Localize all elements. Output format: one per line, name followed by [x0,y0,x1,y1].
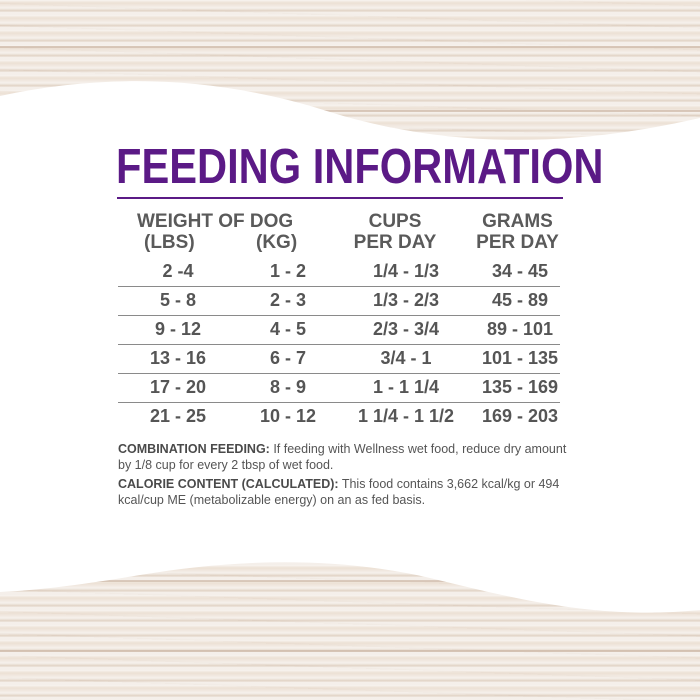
cell-cups: 3/4 - 1 [380,348,432,368]
header-cups: CUPS PER DAY [340,211,450,253]
cell-grams: 101 - 135 [481,348,559,368]
page-title: FEEDING INFORMATION [116,140,604,194]
cell-cups: 1 1/4 - 1 1/2 [357,406,455,426]
header-weight: WEIGHT OF DOG [137,211,294,232]
header-grams: GRAMS PER DAY [465,211,570,253]
table-row: 21 - 25 10 - 12 1 1/4 - 1 1/2 169 - 203 [118,402,560,431]
cell-lbs: 13 - 16 [149,348,207,368]
cell-lbs: 5 - 8 [159,290,197,310]
cell-kg: 6 - 7 [269,348,307,368]
header-cups-line1: CUPS [368,211,422,232]
cell-grams: 45 - 89 [491,290,549,310]
header-grams-line1: GRAMS [482,211,553,232]
table-row: 9 - 12 4 - 5 2/3 - 3/4 89 - 101 [118,315,560,345]
cell-grams: 135 - 169 [481,377,559,397]
cell-kg: 10 - 12 [259,406,317,426]
plank-seam [0,110,700,112]
cell-kg: 8 - 9 [269,377,307,397]
cell-lbs: 21 - 25 [149,406,207,426]
header-grams-line2: PER DAY [476,232,559,253]
table-row: 2 -4 1 - 2 1/4 - 1/3 34 - 45 [118,257,560,287]
plank-seam [0,650,700,652]
cell-kg: 1 - 2 [269,261,307,281]
calorie-content-note: CALORIE CONTENT (CALCULATED): This food … [118,476,578,508]
cell-kg: 4 - 5 [269,319,307,339]
combination-feeding-text: If feeding with Wellness wet food, reduc… [118,442,567,472]
table-row: 5 - 8 2 - 3 1/3 - 2/3 45 - 89 [118,286,560,316]
cell-cups: 1 - 1 1/4 [372,377,440,397]
cell-grams: 34 - 45 [491,261,549,281]
cell-cups: 2/3 - 3/4 [372,319,440,339]
header-kg: (KG) [256,232,298,253]
cell-kg: 2 - 3 [269,290,307,310]
combination-feeding-label: COMBINATION FEEDING: [118,442,270,456]
header-lbs: (LBS) [144,232,195,253]
cell-lbs: 9 - 12 [154,319,202,339]
cell-grams: 89 - 101 [486,319,554,339]
calorie-content-label: CALORIE CONTENT (CALCULATED): [118,477,339,491]
combination-feeding-note: COMBINATION FEEDING: If feeding with Wel… [118,441,578,473]
plank-seam [0,580,700,582]
cell-lbs: 2 -4 [162,261,194,281]
title-underline [117,197,563,199]
calorie-content-text: This food contains 3,662 kcal/kg or 494 … [118,477,560,507]
cell-lbs: 17 - 20 [149,377,207,397]
table-row: 13 - 16 6 - 7 3/4 - 1 101 - 135 [118,344,560,374]
header-cups-line2: PER DAY [353,232,437,253]
cell-grams: 169 - 203 [481,406,559,426]
plank-seam [0,46,700,48]
table-row: 17 - 20 8 - 9 1 - 1 1/4 135 - 169 [118,373,560,403]
cell-cups: 1/4 - 1/3 [372,261,440,281]
cell-cups: 1/3 - 2/3 [372,290,440,310]
